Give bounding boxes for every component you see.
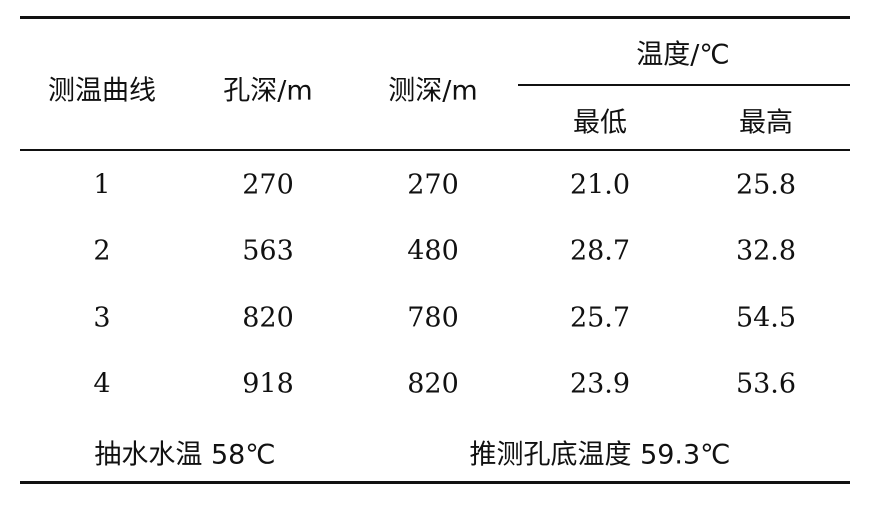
cell-temp-max: 54.5 (735, 302, 797, 334)
header-hole-depth: 孔深/m (223, 75, 313, 107)
header-min: 最低 (573, 107, 627, 139)
header-curve: 测温曲线 (48, 75, 156, 107)
footer-pump-water-temp: 抽水水温 58℃ (94, 439, 276, 471)
header-rule (20, 149, 850, 151)
cell-curve: 4 (93, 368, 111, 400)
cell-temp-max: 25.8 (735, 169, 797, 201)
cell-measure-depth: 270 (407, 169, 459, 201)
header-measure-depth: 测深/m (388, 75, 478, 107)
top-rule (20, 16, 850, 19)
cell-measure-depth: 780 (407, 302, 459, 334)
cell-temp-min: 25.7 (569, 302, 631, 334)
cell-hole-depth: 563 (242, 235, 294, 267)
cell-curve: 1 (93, 169, 111, 201)
cell-temp-min: 21.0 (569, 169, 631, 201)
cell-temp-min: 23.9 (569, 368, 631, 400)
temperature-subrule (518, 84, 850, 86)
cell-measure-depth: 480 (407, 235, 459, 267)
cell-hole-depth: 270 (242, 169, 294, 201)
footer-inferred-bottom-temp: 推测孔底温度 59.3℃ (469, 439, 731, 471)
cell-curve: 2 (93, 235, 111, 267)
header-max: 最高 (739, 107, 793, 139)
cell-hole-depth: 820 (242, 302, 294, 334)
cell-temp-max: 32.8 (735, 235, 797, 267)
cell-measure-depth: 820 (407, 368, 459, 400)
header-temperature: 温度/℃ (636, 39, 730, 71)
cell-temp-max: 53.6 (735, 368, 797, 400)
cell-temp-min: 28.7 (569, 235, 631, 267)
cell-curve: 3 (93, 302, 111, 334)
bottom-rule (20, 481, 850, 484)
cell-hole-depth: 918 (242, 368, 294, 400)
